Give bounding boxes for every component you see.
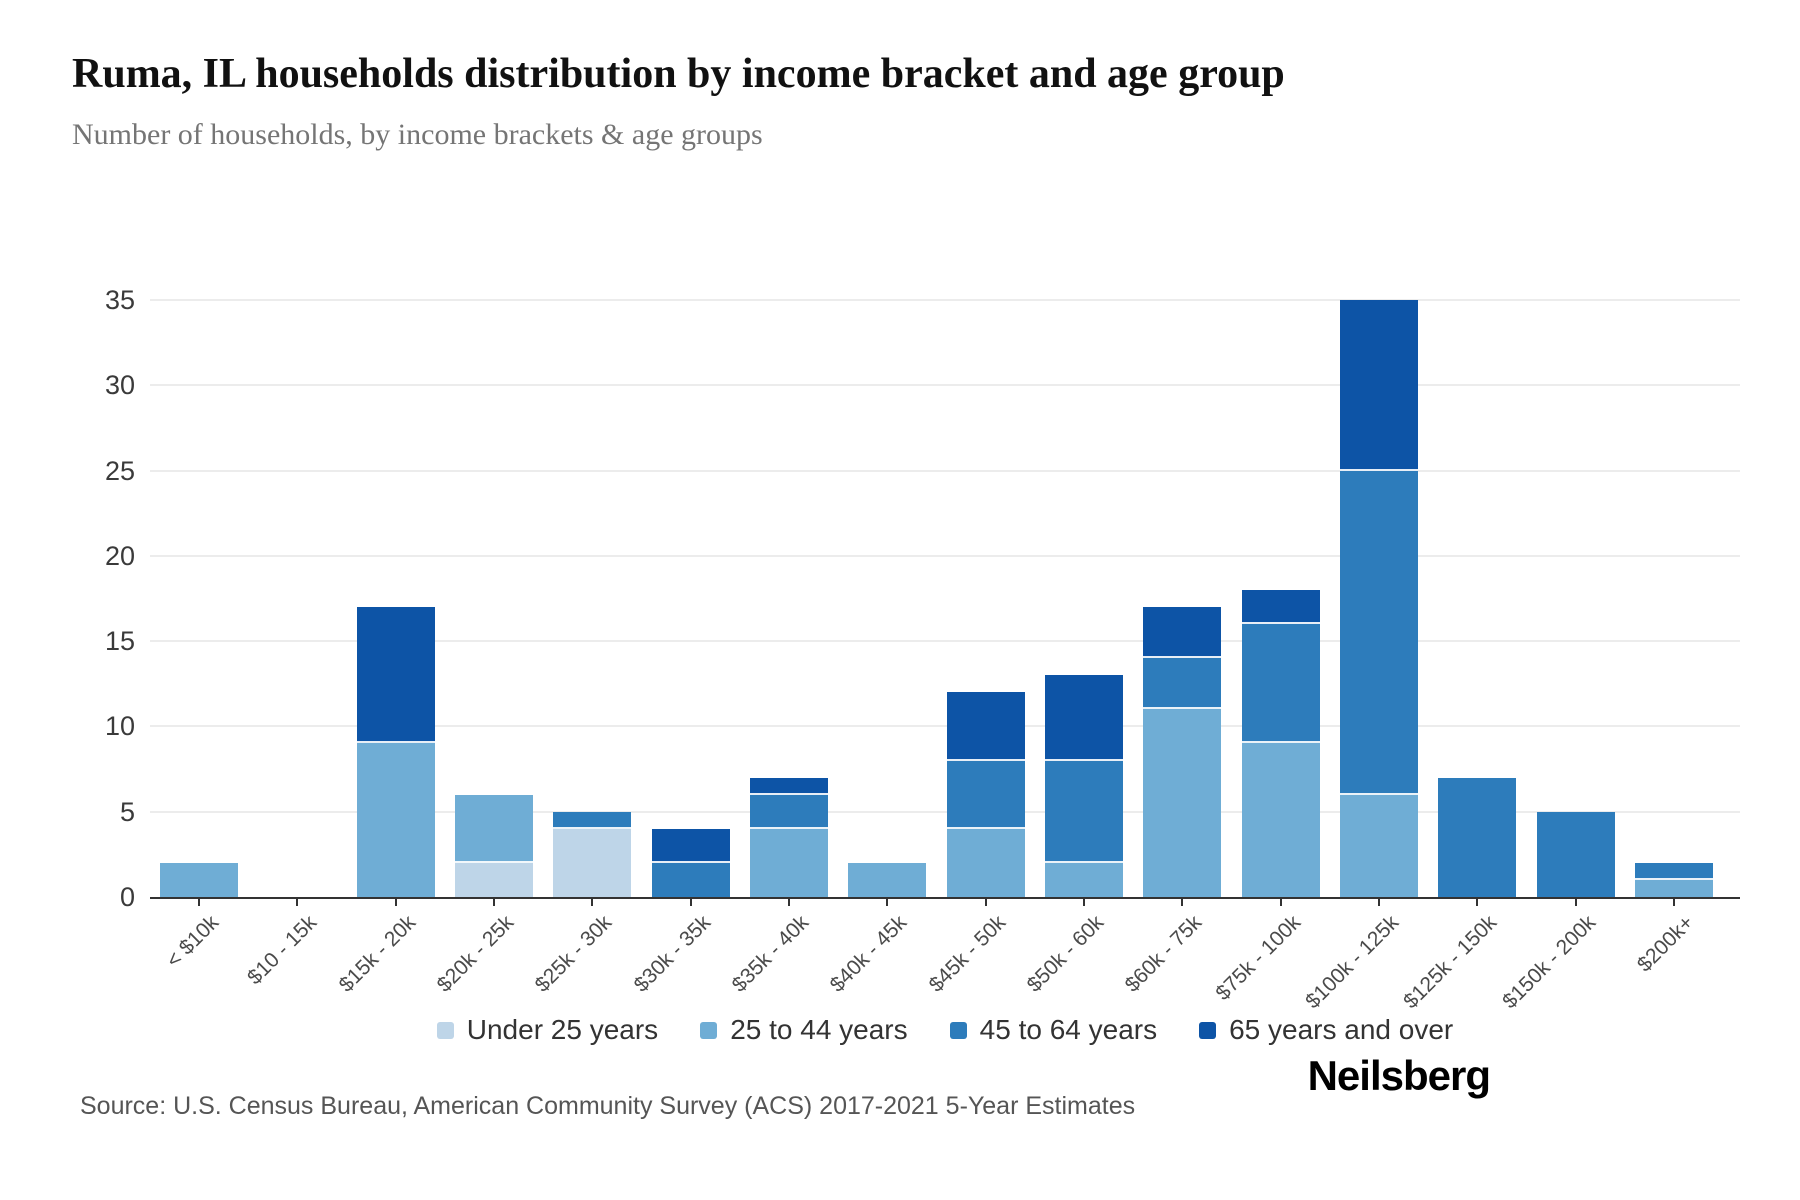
y-axis-label: 10 — [104, 711, 135, 742]
x-axis-label: $20k - 25k — [432, 911, 519, 997]
bar-segment[interactable] — [553, 811, 632, 829]
x-axis-label: $200k+ — [1632, 911, 1699, 977]
x-axis-label: $75k - 100k — [1210, 911, 1305, 1005]
bar-segment[interactable] — [356, 607, 435, 744]
legend-item[interactable]: 45 to 64 years — [949, 1014, 1158, 1046]
bar-segment[interactable] — [1339, 794, 1418, 897]
x-axis-line — [150, 897, 1740, 899]
chart-subtitle: Number of households, by income brackets… — [72, 118, 763, 151]
legend-swatch — [700, 1021, 718, 1039]
y-axis-label: 5 — [119, 796, 135, 827]
bar-segment[interactable] — [356, 743, 435, 897]
bar-segment[interactable] — [651, 828, 730, 863]
bar-segment[interactable] — [160, 862, 239, 897]
gridline — [150, 810, 1740, 813]
y-axis-label: 20 — [104, 540, 135, 571]
bar-segment[interactable] — [1438, 777, 1517, 897]
bar-segment[interactable] — [1143, 709, 1222, 897]
bar-segment[interactable] — [750, 794, 829, 829]
gridline — [150, 554, 1740, 557]
x-axis-label: $125k - 150k — [1399, 911, 1502, 1014]
x-axis-label: $60k - 75k — [1120, 911, 1207, 997]
x-axis-tick — [296, 899, 299, 906]
x-axis-label: $50k - 60k — [1022, 911, 1109, 997]
x-axis-label: $15k - 20k — [334, 911, 421, 997]
x-axis-tick — [493, 899, 496, 906]
legend-label: 25 to 44 years — [730, 1014, 908, 1045]
gridline — [150, 299, 1740, 301]
x-axis-label: $35k - 40k — [727, 911, 814, 997]
chart-title: Ruma, IL households distribution by inco… — [72, 51, 1285, 97]
bar-segment[interactable] — [946, 828, 1025, 897]
bar-segment[interactable] — [1241, 743, 1320, 897]
bar-segment[interactable] — [1536, 811, 1615, 897]
gridline — [150, 640, 1740, 643]
legend-swatch — [436, 1021, 454, 1039]
x-axis-label: < $10k — [162, 911, 224, 973]
bar-segment[interactable] — [1339, 300, 1418, 471]
x-axis-tick — [1476, 899, 1479, 906]
x-axis-tick — [886, 899, 889, 906]
legend-item[interactable]: 65 years and over — [1199, 1014, 1453, 1046]
y-axis-label: 25 — [104, 455, 135, 486]
x-axis-label: $40k - 45k — [826, 911, 912, 997]
bar-segment[interactable] — [1143, 658, 1222, 710]
x-axis-label: $100k - 125k — [1301, 911, 1404, 1014]
bar-segment[interactable] — [1339, 470, 1418, 795]
legend: Under 25 years 25 to 44 years 45 to 64 yea… — [150, 1008, 1740, 1052]
y-axis-label: 15 — [104, 626, 135, 657]
x-axis-tick — [1377, 899, 1380, 906]
bar-segment[interactable] — [750, 828, 829, 897]
bar-segment[interactable] — [455, 862, 534, 897]
x-axis-tick — [591, 899, 594, 906]
bar-segment[interactable] — [1241, 589, 1320, 625]
bar-segment[interactable] — [1044, 675, 1123, 761]
x-axis-label: $45k - 50k — [924, 911, 1010, 997]
legend-item[interactable]: 25 to 44 years — [700, 1014, 908, 1046]
x-axis-tick — [394, 899, 397, 906]
bar-segment[interactable] — [1044, 760, 1123, 863]
x-axis-tick — [1181, 899, 1184, 906]
source-note: Source: U.S. Census Bureau, American Com… — [80, 1092, 1136, 1120]
y-axis-label: 0 — [119, 882, 135, 912]
legend-label: 65 years and over — [1229, 1014, 1454, 1045]
x-axis-tick — [1574, 899, 1577, 906]
y-axis-label: 30 — [104, 370, 135, 401]
gridline — [150, 384, 1740, 387]
brand-logo[interactable]: Neilsberg — [1307, 1052, 1491, 1099]
legend-label: Under 25 years — [466, 1014, 659, 1045]
bar-segment[interactable] — [1044, 862, 1123, 897]
legend-swatch — [949, 1021, 967, 1039]
legend-label: 45 to 64 years — [979, 1014, 1158, 1045]
bar-segment[interactable] — [750, 777, 829, 795]
legend-item[interactable]: Under 25 years — [436, 1014, 659, 1046]
x-axis-tick — [689, 899, 692, 906]
bar-segment[interactable] — [1634, 862, 1713, 880]
bar-segment[interactable] — [848, 862, 927, 897]
x-axis-tick — [1082, 899, 1085, 906]
y-axis-label: 35 — [104, 285, 135, 315]
gridline — [150, 725, 1740, 728]
bar-segment[interactable] — [651, 862, 730, 897]
bar-segment[interactable] — [1634, 879, 1713, 897]
x-axis-label: $10 - 15k — [243, 911, 322, 990]
bar-segment[interactable] — [946, 760, 1025, 829]
x-axis-label: $30k - 35k — [629, 911, 715, 997]
x-axis-label: $150k - 200k — [1497, 911, 1600, 1014]
bar-segment[interactable] — [1241, 624, 1320, 744]
bar-segment[interactable] — [946, 692, 1025, 761]
x-axis-tick — [1672, 899, 1675, 906]
x-axis-label: $25k - 30k — [531, 911, 617, 997]
gridline — [150, 469, 1740, 472]
bar-segment[interactable] — [455, 794, 534, 863]
bar-segment[interactable] — [1143, 607, 1222, 659]
x-axis-tick — [198, 899, 201, 906]
x-axis-tick — [1279, 899, 1282, 906]
bar-segment[interactable] — [553, 828, 632, 897]
x-axis-tick — [788, 899, 791, 906]
x-axis-tick — [984, 899, 987, 906]
legend-swatch — [1199, 1021, 1217, 1039]
